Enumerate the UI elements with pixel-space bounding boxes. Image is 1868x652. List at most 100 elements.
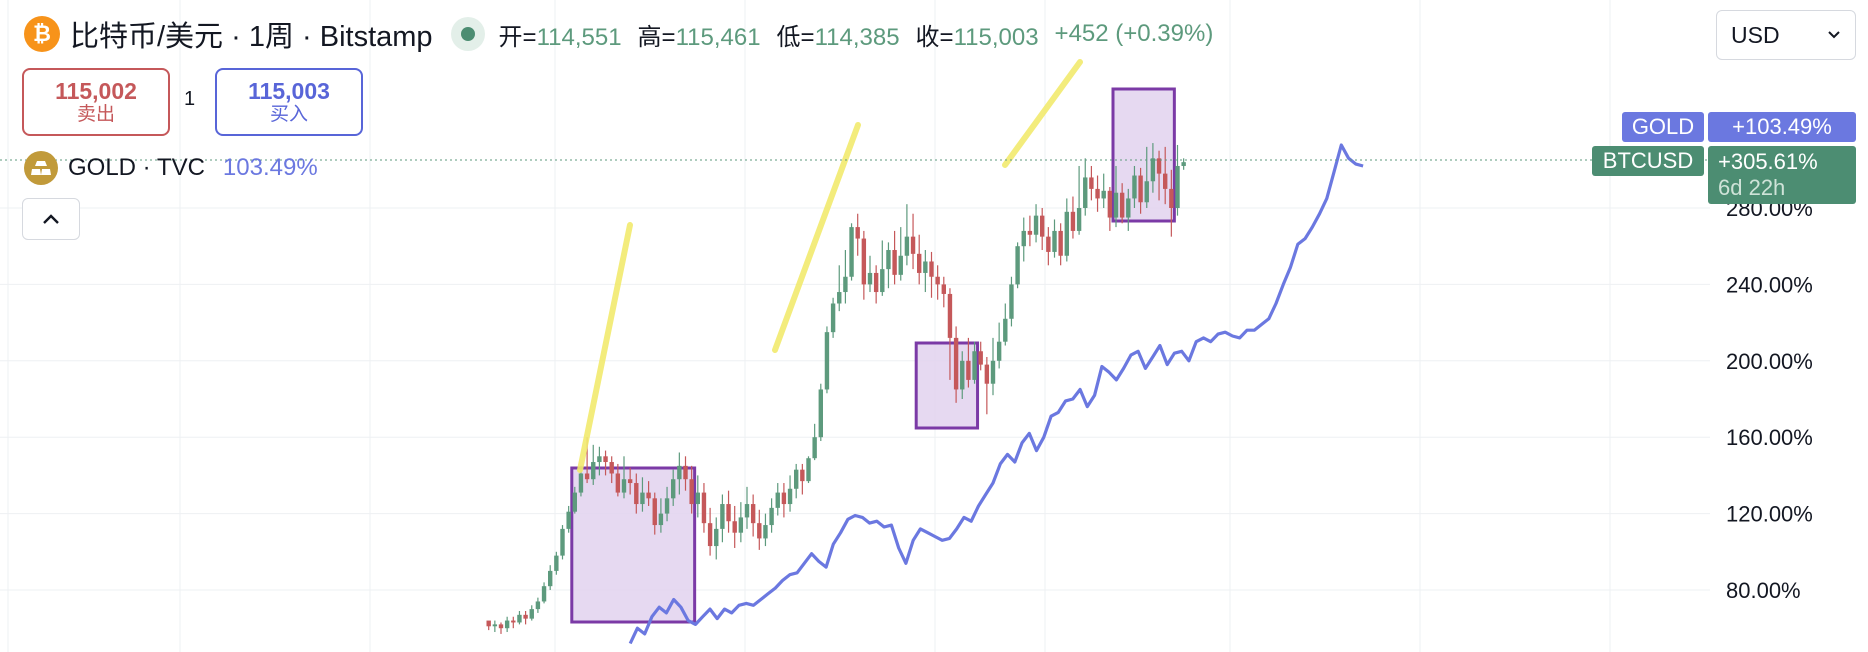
highlight-boxes — [570, 87, 1176, 624]
candle — [941, 276, 946, 308]
compare-symbol-name: GOLD · TVC — [68, 154, 205, 181]
candle — [953, 326, 959, 403]
candle — [904, 204, 910, 266]
candle — [929, 251, 934, 298]
candle — [689, 465, 694, 514]
candle — [1107, 186, 1113, 231]
candle — [1095, 175, 1100, 212]
candle — [634, 473, 639, 514]
btc-axis-percent: +305.61% — [1718, 149, 1818, 174]
candle — [972, 341, 977, 384]
trend-line-1 — [577, 222, 633, 473]
candle — [898, 227, 903, 281]
market-status-icon[interactable] — [450, 17, 485, 51]
collapse-legend-button[interactable] — [22, 198, 80, 240]
candle — [996, 322, 1002, 369]
candle — [695, 475, 700, 518]
sell-button[interactable]: 115,002 卖出 — [22, 68, 170, 136]
y-tick-label: 120.00% — [1726, 502, 1813, 527]
buy-button[interactable]: 115,003 买入 — [215, 68, 363, 136]
candle — [1113, 165, 1119, 228]
gold-axis-value: +103.49% — [1708, 112, 1856, 142]
candle — [837, 265, 842, 312]
candle — [873, 265, 879, 304]
candle — [1009, 276, 1014, 327]
candle — [1046, 227, 1051, 266]
candle — [750, 494, 756, 537]
open-value: 114,551 — [536, 23, 622, 51]
candle — [597, 446, 602, 476]
candle — [1070, 196, 1076, 239]
candle — [591, 444, 596, 485]
candle — [683, 456, 688, 491]
candle — [1119, 183, 1125, 224]
gold-axis-tag: GOLD — [1622, 112, 1704, 142]
candle — [640, 477, 645, 512]
candle — [1169, 169, 1174, 237]
chevron-down-icon — [1828, 31, 1840, 39]
candle — [947, 288, 953, 380]
candle — [824, 326, 830, 394]
candle — [1015, 242, 1020, 289]
candle — [935, 265, 940, 300]
candle — [1027, 215, 1033, 247]
candle — [535, 597, 541, 613]
candle — [554, 551, 559, 575]
chevron-up-icon — [43, 214, 59, 224]
candle — [886, 242, 891, 289]
candle — [603, 450, 608, 476]
chart-grid — [0, 0, 1710, 652]
sell-price: 115,002 — [55, 78, 137, 104]
bar-countdown: 6d 22h — [1718, 175, 1786, 200]
candle — [1089, 165, 1094, 201]
symbol-title[interactable]: 比特币/美元 · 1周 · Bitstamp — [70, 21, 433, 53]
compare-symbol-row[interactable]: GOLD · TVC 103.49% — [24, 150, 318, 186]
currency-value: USD — [1731, 21, 1780, 48]
low-label: 低= — [776, 23, 815, 51]
high-value: 115,461 — [675, 23, 761, 51]
candle — [738, 502, 744, 543]
candle — [880, 240, 885, 296]
candle — [917, 234, 922, 285]
candle — [677, 452, 682, 495]
candle — [830, 297, 836, 338]
candle — [548, 565, 553, 590]
candle — [1132, 165, 1137, 208]
candle — [763, 513, 768, 547]
y-tick-label: 80.00% — [1726, 578, 1801, 603]
candle — [923, 250, 928, 293]
candle — [1083, 158, 1088, 216]
candle — [714, 517, 719, 560]
candle — [707, 507, 713, 556]
btc-candles — [486, 143, 1186, 634]
candle — [1144, 146, 1149, 208]
candle — [849, 223, 854, 281]
candle — [732, 505, 737, 548]
trend-line-2 — [772, 122, 861, 353]
candle — [671, 469, 676, 506]
candle — [787, 475, 793, 512]
high-label: 高= — [637, 23, 676, 51]
highlight-box-2 — [914, 341, 980, 430]
candle — [523, 611, 528, 625]
candle — [486, 620, 491, 631]
ohlc-readout: 开=114,551 高=115,461 低=114,385 收=115,003 … — [499, 17, 1214, 52]
candle — [892, 230, 897, 285]
candle — [1101, 173, 1106, 208]
trend-line-3 — [1002, 59, 1083, 168]
candle — [818, 383, 823, 442]
candle — [726, 490, 731, 533]
spread-value: 1 — [184, 88, 196, 110]
candle — [529, 605, 534, 621]
candle — [794, 463, 799, 499]
sell-label: 卖出 — [76, 104, 115, 125]
gold-line — [628, 143, 1364, 645]
candle — [990, 337, 996, 396]
btc-axis-tag: BTCUSD — [1592, 146, 1704, 176]
candle — [1181, 158, 1186, 170]
candle — [1064, 198, 1069, 262]
y-tick-label: 240.00% — [1726, 272, 1813, 297]
currency-select[interactable]: USD — [1716, 10, 1856, 60]
candle — [1163, 146, 1168, 205]
